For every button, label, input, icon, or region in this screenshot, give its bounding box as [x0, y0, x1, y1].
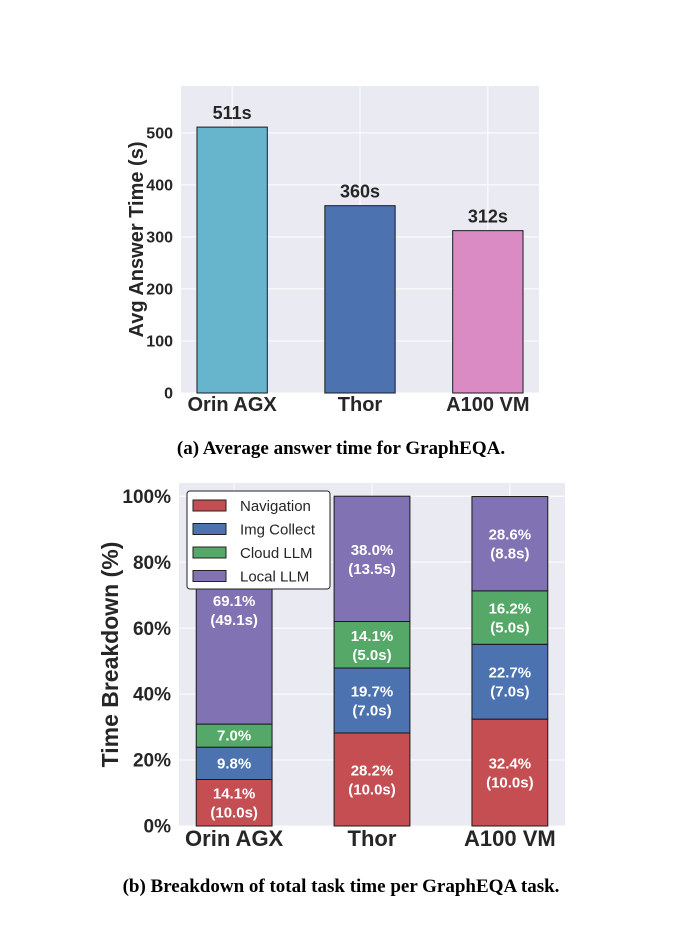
legend-swatch: [192, 523, 227, 535]
segment-navigation: [195, 778, 273, 827]
segment-navigation: [471, 718, 549, 827]
x-tick-label: A100 VM: [446, 394, 529, 416]
bar-a100-vm: [452, 230, 524, 394]
y-axis-label: Time Breakdown (%): [97, 542, 123, 768]
y-tick-label: 60%: [133, 619, 171, 640]
legend-swatch: [192, 546, 227, 559]
legend-label: Navigation: [240, 498, 311, 515]
y-tick-label: 300: [146, 229, 173, 246]
x-tick-label: Orin AGX: [188, 394, 278, 416]
legend-label: Local LLM: [240, 569, 309, 586]
caption-b: (b) Breakdown of total task time per Gra…: [123, 876, 560, 897]
segment-cloud-llm: [471, 590, 549, 645]
segment-label: 32.4% (10.0s): [486, 756, 534, 792]
legend-label: Cloud LLM: [240, 545, 313, 562]
y-axis-label: Avg Answer Time (s): [126, 142, 148, 338]
legend-swatch: [192, 570, 227, 582]
y-tick-label: 0: [164, 386, 173, 403]
segment-label: 28.2% (10.0s): [348, 762, 396, 798]
legend-box: [186, 490, 331, 590]
bar-thor: [324, 205, 396, 394]
y-tick-label: 0%: [144, 817, 172, 838]
y-tick-label: 100%: [122, 487, 171, 508]
y-tick-label: 200: [146, 282, 173, 299]
y-tick-label: 100: [146, 334, 173, 351]
data-label: 511s: [213, 103, 252, 123]
legend-swatch: [192, 499, 227, 512]
legend: Navigation Img Collect Cloud LLM Local LLM: [186, 490, 331, 590]
segment-label: 28.6% (8.8s): [489, 527, 532, 563]
x-tick-label: A100 VM: [464, 826, 556, 851]
segment-label: 69.1% (49.1s): [210, 593, 258, 629]
segment-label: 19.7% (7.0s): [351, 684, 394, 720]
data-label: 360s: [340, 182, 380, 202]
segment-label: 14.1% (5.0s): [351, 628, 394, 664]
caption-a: (a) Average answer time for GraphEQA.: [177, 438, 505, 459]
x-tick-label: Orin AGX: [185, 826, 284, 851]
y-tick-label: 80%: [133, 553, 171, 574]
segment-img-collect: [195, 746, 273, 780]
legend-label: Img Collect: [240, 522, 316, 539]
y-tick-label: 400: [146, 177, 173, 194]
y-tick-label: 500: [146, 125, 173, 142]
bar-orin-agx: [196, 126, 268, 394]
x-tick-label: Thor: [338, 394, 383, 416]
segment-label: 22.7% (7.0s): [489, 665, 532, 701]
segment-label: 14.1% (10.0s): [210, 786, 258, 822]
y-tick-label: 20%: [133, 751, 171, 772]
segment-label: 16.2% (5.0s): [489, 601, 532, 637]
chart-a: 0 100 200 300 400 500 Orin AGX Thor A100 VM Avg A…: [126, 86, 539, 416]
chart-b: 0% 20% 40% 60% 80% 100% Orin AGX Thor A100 VM Tim…: [97, 483, 565, 851]
data-label: 312s: [468, 207, 508, 227]
segment-label: 9.8%: [217, 755, 251, 772]
y-tick-label: 40%: [133, 685, 171, 706]
segment-label: 38.0% (13.5s): [348, 542, 396, 578]
segment-local-llm: [333, 495, 411, 623]
segment-cloud-llm: [333, 621, 411, 669]
segment-img-collect: [471, 643, 549, 720]
segment-img-collect: [333, 667, 411, 734]
segment-local-llm: [471, 496, 549, 592]
x-tick-label: Thor: [348, 826, 397, 851]
segment-label: 7.0%: [217, 728, 251, 745]
